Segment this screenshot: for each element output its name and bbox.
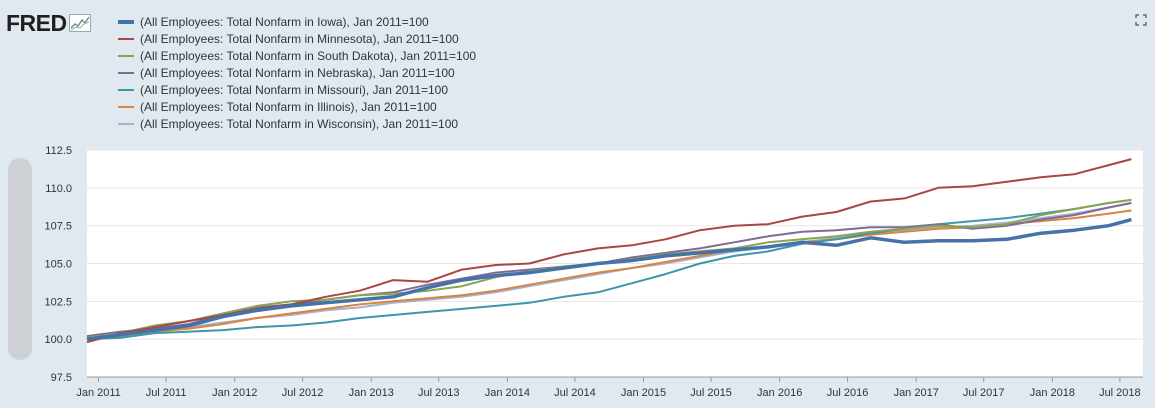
legend-item[interactable]: (All Employees: Total Nonfarm in Iowa), … xyxy=(118,13,476,30)
x-tick-label: Jul 2014 xyxy=(554,387,596,399)
series-lines xyxy=(86,158,1132,344)
legend-swatch xyxy=(118,19,134,24)
legend-label: (All Employees: Total Nonfarm in South D… xyxy=(140,48,477,63)
legend-swatch xyxy=(118,122,134,125)
fred-logo-text: FRED xyxy=(6,9,67,36)
legend-item[interactable]: (All Employees: Total Nonfarm in Minneso… xyxy=(118,30,476,47)
legend-item[interactable]: (All Employees: Total Nonfarm in Nebrask… xyxy=(118,64,476,81)
legend: (All Employees: Total Nonfarm in Iowa), … xyxy=(118,13,476,132)
legend-label: (All Employees: Total Nonfarm in Iowa), … xyxy=(140,14,429,29)
fred-logo[interactable]: FRED xyxy=(6,8,91,38)
legend-label: (All Employees: Total Nonfarm in Missour… xyxy=(140,82,449,97)
y-axis-ticks: 97.5 100.0 102.5 105.0 107.5 110.0 112.5 xyxy=(44,145,72,384)
x-tick-label: Jul 2016 xyxy=(827,387,869,399)
x-tick-label: Jan 2012 xyxy=(212,387,257,399)
x-tick-label: Jan 2017 xyxy=(894,387,939,399)
x-tick-label: Jan 2013 xyxy=(349,387,394,399)
redacted-axis-area xyxy=(8,158,32,360)
x-tick-label: Jan 2011 xyxy=(76,387,120,399)
x-tick-label: Jul 2017 xyxy=(963,387,1005,399)
x-tick-label: Jan 2018 xyxy=(1030,387,1075,399)
fullscreen-icon[interactable] xyxy=(1135,14,1147,26)
y-tick-label: 112.5 xyxy=(45,145,72,157)
legend-swatch xyxy=(118,71,134,74)
legend-label: (All Employees: Total Nonfarm in Wiscons… xyxy=(140,116,459,131)
x-tick-label: Jan 2015 xyxy=(621,387,666,399)
legend-swatch xyxy=(118,37,134,40)
y-tick-label: 102.5 xyxy=(44,296,72,308)
legend-label: (All Employees: Total Nonfarm in Illinoi… xyxy=(140,99,437,114)
fred-graph-icon xyxy=(68,14,91,32)
legend-swatch xyxy=(118,88,134,91)
legend-item[interactable]: (All Employees: Total Nonfarm in Missour… xyxy=(118,81,476,98)
series-line-4[interactable] xyxy=(86,198,1132,341)
y-tick-label: 110.0 xyxy=(45,183,72,195)
legend-label: (All Employees: Total Nonfarm in Nebrask… xyxy=(140,65,455,80)
x-tick-label: Jul 2011 xyxy=(146,387,187,399)
legend-item[interactable]: (All Employees: Total Nonfarm in South D… xyxy=(118,47,476,64)
y-tick-label: 105.0 xyxy=(44,259,72,271)
y-tick-label: 100.0 xyxy=(44,334,72,346)
legend-item[interactable]: (All Employees: Total Nonfarm in Wiscons… xyxy=(118,115,476,132)
series-line-0[interactable] xyxy=(86,217,1132,341)
y-tick-label: 107.5 xyxy=(44,221,72,233)
x-tick-label: Jul 2013 xyxy=(418,387,460,399)
x-tick-label: Jul 2018 xyxy=(1099,387,1141,399)
x-tick-label: Jul 2015 xyxy=(690,387,732,399)
x-axis-ticks: Jan 2011 Jul 2011 Jan 2012 Jul 2012 Jan 2013… xyxy=(76,377,1141,399)
legend-item[interactable]: (All Employees: Total Nonfarm in Illinoi… xyxy=(118,98,476,115)
x-tick-label: Jan 2014 xyxy=(485,387,530,399)
legend-label: (All Employees: Total Nonfarm in Minneso… xyxy=(140,31,459,46)
gridlines xyxy=(87,149,1143,378)
legend-swatch xyxy=(118,105,134,108)
y-tick-label: 97.5 xyxy=(51,372,72,384)
x-tick-label: Jan 2016 xyxy=(757,387,802,399)
x-tick-label: Jul 2012 xyxy=(282,387,324,399)
legend-swatch xyxy=(118,54,134,57)
